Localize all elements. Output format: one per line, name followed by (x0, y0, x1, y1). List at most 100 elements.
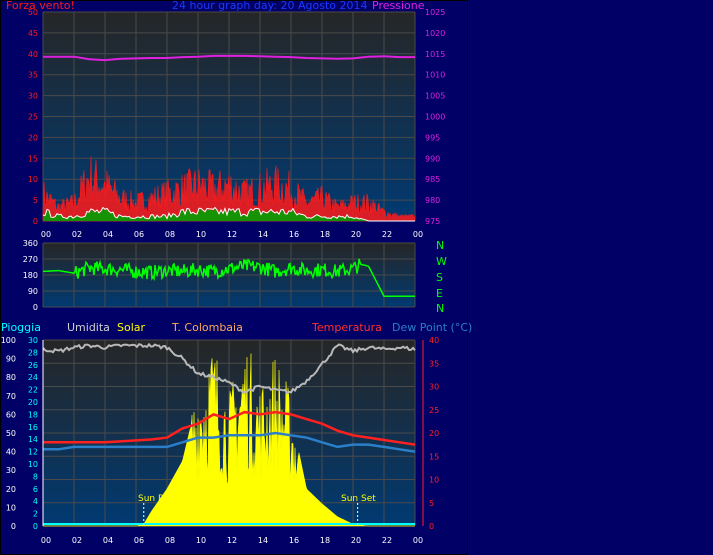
pressure-axis-title: Pressione (372, 0, 425, 12)
pressure-tick-label: 1020 (425, 29, 445, 38)
sun-set-label: Sun Set (341, 494, 376, 504)
x-tick-label-top: 06 (134, 230, 144, 239)
direction-tick-label: 180 (23, 271, 38, 280)
pressure-tick-label: 1005 (425, 92, 445, 101)
pressure-tick-label: 975 (425, 217, 440, 226)
x-tick-label-bottom: 00 (413, 536, 423, 545)
temperature-series (43, 410, 416, 446)
pressure-tick-label: 995 (425, 133, 440, 142)
pressure-tick-label: 1015 (425, 50, 445, 59)
temp-tick-label: 15 (429, 452, 439, 461)
legend-temperature: Temperatura (312, 321, 382, 334)
x-tick-label-bottom: 12 (227, 536, 237, 545)
humidity-tick-label: 24 (28, 373, 38, 382)
temp-tick-label: 30 (429, 383, 439, 392)
rain-tick-label: 50 (6, 429, 16, 438)
humidity-tick-label: 18 (28, 410, 38, 419)
humidity-tick-label: 10 (28, 460, 38, 469)
wind-axis-title: Forza vento! (6, 0, 75, 12)
x-tick-label-top: 00 (41, 230, 51, 239)
x-tick-label-bottom: 00 (41, 536, 51, 545)
temp-tick-label: 35 (429, 359, 439, 368)
x-tick-label-top: 10 (196, 230, 206, 239)
x-tick-label-top: 18 (320, 230, 330, 239)
wind-low-series (43, 208, 415, 221)
pressure-tick-label: 1025 (425, 8, 445, 17)
direction-tick-label: 90 (28, 287, 38, 296)
humidity-tick-label: 4 (33, 497, 38, 506)
rain-tick-label: 70 (6, 392, 16, 401)
temp-tick-label: 40 (429, 336, 439, 345)
direction-letter-w: W (436, 255, 447, 268)
wind-tick-label: 25 (28, 113, 38, 122)
humidity-tick-label: 20 (28, 398, 38, 407)
pressure-tick-label: 990 (425, 154, 440, 163)
x-tick-label-top: 00 (413, 230, 423, 239)
legend-rain: Pioggia (1, 321, 41, 334)
direction-letter-n2: N (436, 302, 445, 315)
rain-tick-label: 100 (1, 336, 16, 345)
wind-average-series (42, 206, 415, 222)
rain-tick-label: 30 (6, 466, 16, 475)
legend-dewpoint: Dew Point (°C) (392, 321, 473, 334)
humidity-tick-label: 2 (33, 510, 38, 519)
wind-speed-series (42, 156, 416, 222)
wind-tick-label: 50 (28, 8, 38, 17)
legend-humidity: Umidita (67, 321, 110, 334)
humidity-tick-label: 0 (33, 522, 38, 531)
rain-tick-label: 80 (6, 373, 16, 382)
x-tick-label-top: 22 (382, 230, 392, 239)
x-tick-label-bottom: 02 (72, 536, 82, 545)
pressure-tick-label: 1000 (425, 113, 445, 122)
direction-letter-n: N (436, 239, 445, 252)
humidity-tick-label: 8 (33, 472, 38, 481)
legend-tcol: T. Colombaia (172, 321, 243, 334)
x-tick-label-bottom: 14 (258, 536, 268, 545)
x-tick-label-bottom: 18 (320, 536, 330, 545)
x-tick-label-bottom: 16 (289, 536, 299, 545)
dewpoint-series (43, 431, 416, 453)
pressure-tick-label: 985 (425, 175, 440, 184)
temp-tick-label: 5 (429, 499, 434, 508)
wind-direction-series (43, 258, 415, 298)
direction-tick-label: 0 (33, 303, 38, 312)
wind-tick-label: 45 (28, 29, 38, 38)
x-tick-label-top: 12 (227, 230, 237, 239)
sun-rise-label: Sun Rise (138, 494, 177, 504)
direction-tick-label: 270 (23, 255, 38, 264)
pressure-tick-label: 1010 (425, 71, 445, 80)
x-tick-label-top: 14 (258, 230, 268, 239)
x-tick-label-bottom: 04 (103, 536, 113, 545)
rain-tick-label: 90 (6, 355, 16, 364)
x-tick-label-bottom: 06 (134, 536, 144, 545)
wind-tick-label: 35 (28, 71, 38, 80)
temp-tick-label: 25 (429, 406, 439, 415)
rain-tick-label: 60 (6, 410, 16, 419)
temp-tick-label: 10 (429, 476, 439, 485)
x-tick-label-top: 02 (72, 230, 82, 239)
humidity-tick-label: 28 (28, 348, 38, 357)
rain-tick-label: 10 (6, 503, 16, 512)
x-tick-label-bottom: 22 (382, 536, 392, 545)
rain-tick-label: 40 (6, 448, 16, 457)
humidity-tick-label: 16 (28, 423, 38, 432)
wind-tick-label: 5 (33, 196, 38, 205)
rain-tick-label: 0 (11, 522, 16, 531)
x-tick-label-bottom: 10 (196, 536, 206, 545)
wind-tick-label: 30 (28, 92, 38, 101)
wind-tick-label: 15 (28, 154, 38, 163)
rain-tick-label: 20 (6, 485, 16, 494)
x-tick-label-bottom: 20 (351, 536, 361, 545)
direction-letter-s: S (436, 271, 443, 284)
humidity-tick-label: 26 (28, 361, 38, 370)
direction-letter-e: E (436, 287, 443, 300)
x-tick-label-bottom: 08 (165, 536, 175, 545)
x-tick-label-top: 16 (289, 230, 299, 239)
x-tick-label-top: 08 (165, 230, 175, 239)
pressure-tick-label: 980 (425, 196, 440, 205)
graph-title: 24 hour graph day: 20 Agosto 2014 (172, 0, 368, 12)
wind-tick-label: 10 (28, 175, 38, 184)
direction-tick-label: 360 (23, 239, 38, 248)
wind-tick-label: 0 (33, 217, 38, 226)
